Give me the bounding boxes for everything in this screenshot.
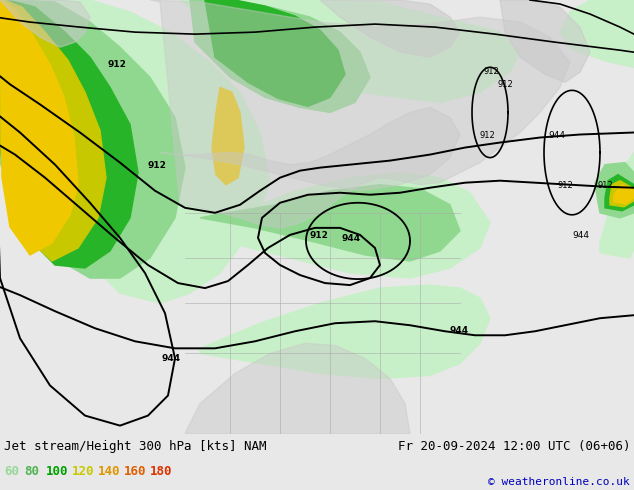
Text: 912: 912 — [310, 231, 329, 240]
Text: 912: 912 — [484, 67, 500, 76]
Text: 120: 120 — [72, 466, 94, 478]
Text: 912: 912 — [558, 181, 574, 190]
Polygon shape — [200, 285, 490, 378]
Text: © weatheronline.co.uk: © weatheronline.co.uk — [488, 477, 630, 487]
Polygon shape — [185, 343, 410, 434]
Text: 912: 912 — [598, 181, 614, 190]
Polygon shape — [0, 0, 185, 278]
Text: 944: 944 — [548, 130, 565, 140]
Polygon shape — [320, 0, 460, 57]
Text: 180: 180 — [150, 466, 172, 478]
Text: Jet stream/Height 300 hPa [kts] NAM: Jet stream/Height 300 hPa [kts] NAM — [4, 440, 266, 453]
Text: 160: 160 — [124, 466, 146, 478]
Polygon shape — [0, 0, 78, 255]
Polygon shape — [560, 0, 634, 67]
Text: 60: 60 — [4, 466, 19, 478]
Polygon shape — [610, 181, 634, 207]
Text: 944: 944 — [342, 234, 361, 243]
Polygon shape — [170, 172, 490, 278]
Polygon shape — [200, 185, 460, 261]
Text: 100: 100 — [46, 466, 68, 478]
Text: Fr 20-09-2024 12:00 UTC (06+06): Fr 20-09-2024 12:00 UTC (06+06) — [398, 440, 630, 453]
Polygon shape — [600, 152, 634, 258]
Polygon shape — [190, 0, 370, 112]
Text: 912: 912 — [480, 130, 496, 140]
Polygon shape — [212, 87, 244, 185]
Polygon shape — [150, 0, 570, 228]
Text: 944: 944 — [450, 326, 469, 335]
Polygon shape — [0, 0, 270, 303]
Polygon shape — [500, 0, 590, 82]
Text: 912: 912 — [148, 161, 167, 170]
Polygon shape — [205, 0, 345, 106]
Text: 912: 912 — [108, 60, 127, 69]
Polygon shape — [0, 0, 90, 47]
Polygon shape — [180, 0, 520, 102]
Polygon shape — [595, 163, 634, 218]
Text: 944: 944 — [162, 354, 181, 364]
Polygon shape — [0, 0, 106, 261]
Polygon shape — [614, 185, 634, 204]
Text: 944: 944 — [572, 231, 589, 240]
Polygon shape — [0, 0, 138, 268]
Text: 140: 140 — [98, 466, 120, 478]
Polygon shape — [605, 174, 634, 211]
Text: 912: 912 — [498, 80, 514, 89]
Text: 80: 80 — [24, 466, 39, 478]
Polygon shape — [160, 107, 460, 191]
